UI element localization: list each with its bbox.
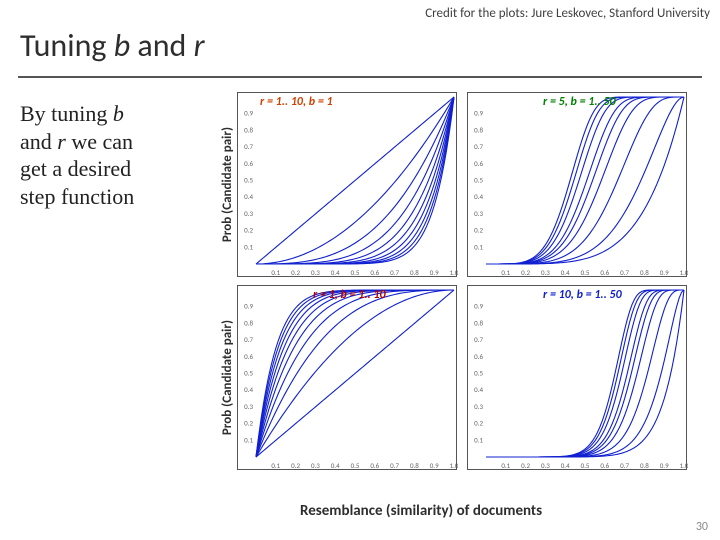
chart-r-vary-b-1: 0.1 0.2 0.3 0.4 0.5 0.6 0.7 0.8 0.9 1.0 0.1 0.2 0.3 0…: [237, 92, 457, 277]
credit-text: Credit for the plots: Jure Leskovec, Sta…: [425, 6, 710, 21]
svg-text:0.5: 0.5: [244, 369, 253, 378]
svg-text:0.7: 0.7: [244, 335, 253, 344]
ylabel-1: Prob (Candidate pair): [220, 127, 235, 242]
svg-text:0.3: 0.3: [244, 209, 253, 218]
svg-text:0.1: 0.1: [244, 242, 253, 251]
svg-text:0.5: 0.5: [351, 461, 360, 470]
svg-text:0.3: 0.3: [541, 268, 550, 277]
svg-text:0.9: 0.9: [430, 268, 439, 277]
chart-title: r = 10, b = 1.. 50: [543, 288, 622, 302]
svg-text:0.9: 0.9: [430, 461, 439, 470]
xlabel: Resemblance (similarity) of documents: [300, 502, 542, 520]
svg-text:0.5: 0.5: [244, 176, 253, 185]
svg-text:0.7: 0.7: [474, 335, 483, 344]
svg-text:0.8: 0.8: [244, 318, 253, 327]
svg-text:0.1: 0.1: [271, 461, 280, 470]
body-text: By tuning b and r we can get a desired s…: [20, 100, 195, 210]
svg-text:0.4: 0.4: [244, 385, 253, 394]
page-title: Tuning b and r: [20, 26, 205, 65]
svg-text:0.1: 0.1: [474, 435, 483, 444]
svg-text:0.8: 0.8: [640, 268, 649, 277]
svg-text:0.4: 0.4: [474, 192, 483, 201]
svg-text:1.0: 1.0: [680, 268, 688, 277]
svg-text:0.3: 0.3: [474, 209, 483, 218]
svg-text:0.4: 0.4: [561, 268, 570, 277]
svg-text:0.4: 0.4: [474, 385, 483, 394]
svg-text:0.5: 0.5: [474, 369, 483, 378]
svg-text:0.8: 0.8: [640, 461, 649, 470]
svg-text:1.0: 1.0: [680, 461, 688, 470]
title-b: b: [114, 26, 130, 65]
svg-text:0.3: 0.3: [311, 461, 320, 470]
svg-text:0.9: 0.9: [660, 461, 669, 470]
svg-text:0.5: 0.5: [581, 268, 590, 277]
svg-text:1.0: 1.0: [450, 268, 458, 277]
page-number: 30: [696, 520, 708, 534]
svg-text:0.2: 0.2: [291, 268, 300, 277]
chart-r-10-b-vary: 0.1 0.2 0.3 0.4 0.5 0.6 0.7 0.8 0.9 1.0 0.1 0.2 0.3 0…: [467, 285, 687, 470]
svg-text:0.2: 0.2: [474, 419, 483, 428]
svg-text:1.0: 1.0: [450, 461, 458, 470]
chart-r-1-b-vary: 0.1 0.2 0.3 0.4 0.5 0.6 0.7 0.8 0.9 1.0 0.1 0.2 0.3 0…: [237, 285, 457, 470]
svg-text:0.2: 0.2: [521, 268, 530, 277]
svg-text:0.9: 0.9: [244, 302, 253, 311]
title-and: and: [130, 26, 193, 65]
svg-text:0.6: 0.6: [474, 159, 483, 168]
svg-text:0.7: 0.7: [620, 461, 629, 470]
svg-text:0.4: 0.4: [244, 192, 253, 201]
chart-title: r = 1.. 10, b = 1: [260, 95, 333, 109]
svg-text:0.8: 0.8: [244, 125, 253, 134]
svg-text:0.8: 0.8: [410, 461, 419, 470]
svg-text:0.1: 0.1: [271, 268, 280, 277]
svg-text:0.1: 0.1: [244, 435, 253, 444]
svg-text:0.3: 0.3: [541, 461, 550, 470]
svg-text:0.6: 0.6: [244, 159, 253, 168]
svg-text:0.4: 0.4: [561, 461, 570, 470]
svg-text:0.7: 0.7: [620, 268, 629, 277]
svg-text:0.3: 0.3: [474, 402, 483, 411]
svg-text:0.9: 0.9: [244, 109, 253, 118]
ylabel-2: Prob (Candidate pair): [220, 320, 235, 435]
svg-text:0.6: 0.6: [474, 352, 483, 361]
chart-r-5-b-vary: 0.1 0.2 0.3 0.4 0.5 0.6 0.7 0.8 0.9 1.0 0.1 0.2 0.3 0…: [467, 92, 687, 277]
svg-text:0.7: 0.7: [390, 268, 399, 277]
svg-text:0.7: 0.7: [390, 461, 399, 470]
svg-text:0.9: 0.9: [474, 302, 483, 311]
svg-text:0.2: 0.2: [474, 226, 483, 235]
svg-text:0.8: 0.8: [474, 125, 483, 134]
title-prefix: Tuning: [20, 26, 114, 65]
chart-title: r = 1, b = 1.. 10: [313, 288, 386, 302]
chart-title: r = 5, b = 1.. 50: [543, 95, 616, 109]
svg-text:0.8: 0.8: [474, 318, 483, 327]
title-divider: [18, 76, 702, 78]
svg-text:0.3: 0.3: [244, 402, 253, 411]
svg-text:0.7: 0.7: [244, 142, 253, 151]
svg-text:0.2: 0.2: [244, 226, 253, 235]
svg-text:0.6: 0.6: [370, 268, 379, 277]
svg-text:0.6: 0.6: [600, 461, 609, 470]
svg-text:0.2: 0.2: [521, 461, 530, 470]
title-r: r: [194, 26, 205, 65]
svg-text:0.6: 0.6: [244, 352, 253, 361]
svg-text:0.6: 0.6: [600, 268, 609, 277]
svg-text:0.8: 0.8: [410, 268, 419, 277]
chart-grid: Prob (Candidate pair) 0.1 0.2 0.3 0.4 0.5 0.6…: [220, 92, 710, 478]
svg-text:0.5: 0.5: [474, 176, 483, 185]
svg-text:0.6: 0.6: [370, 461, 379, 470]
svg-text:0.9: 0.9: [660, 268, 669, 277]
svg-text:0.2: 0.2: [244, 419, 253, 428]
svg-text:0.1: 0.1: [474, 242, 483, 251]
svg-text:0.5: 0.5: [351, 268, 360, 277]
svg-text:0.4: 0.4: [331, 268, 340, 277]
svg-text:0.2: 0.2: [291, 461, 300, 470]
svg-text:0.1: 0.1: [501, 461, 510, 470]
svg-text:0.4: 0.4: [331, 461, 340, 470]
svg-text:0.5: 0.5: [581, 461, 590, 470]
svg-text:0.9: 0.9: [474, 109, 483, 118]
svg-text:0.7: 0.7: [474, 142, 483, 151]
svg-text:0.3: 0.3: [311, 268, 320, 277]
svg-text:0.1: 0.1: [501, 268, 510, 277]
